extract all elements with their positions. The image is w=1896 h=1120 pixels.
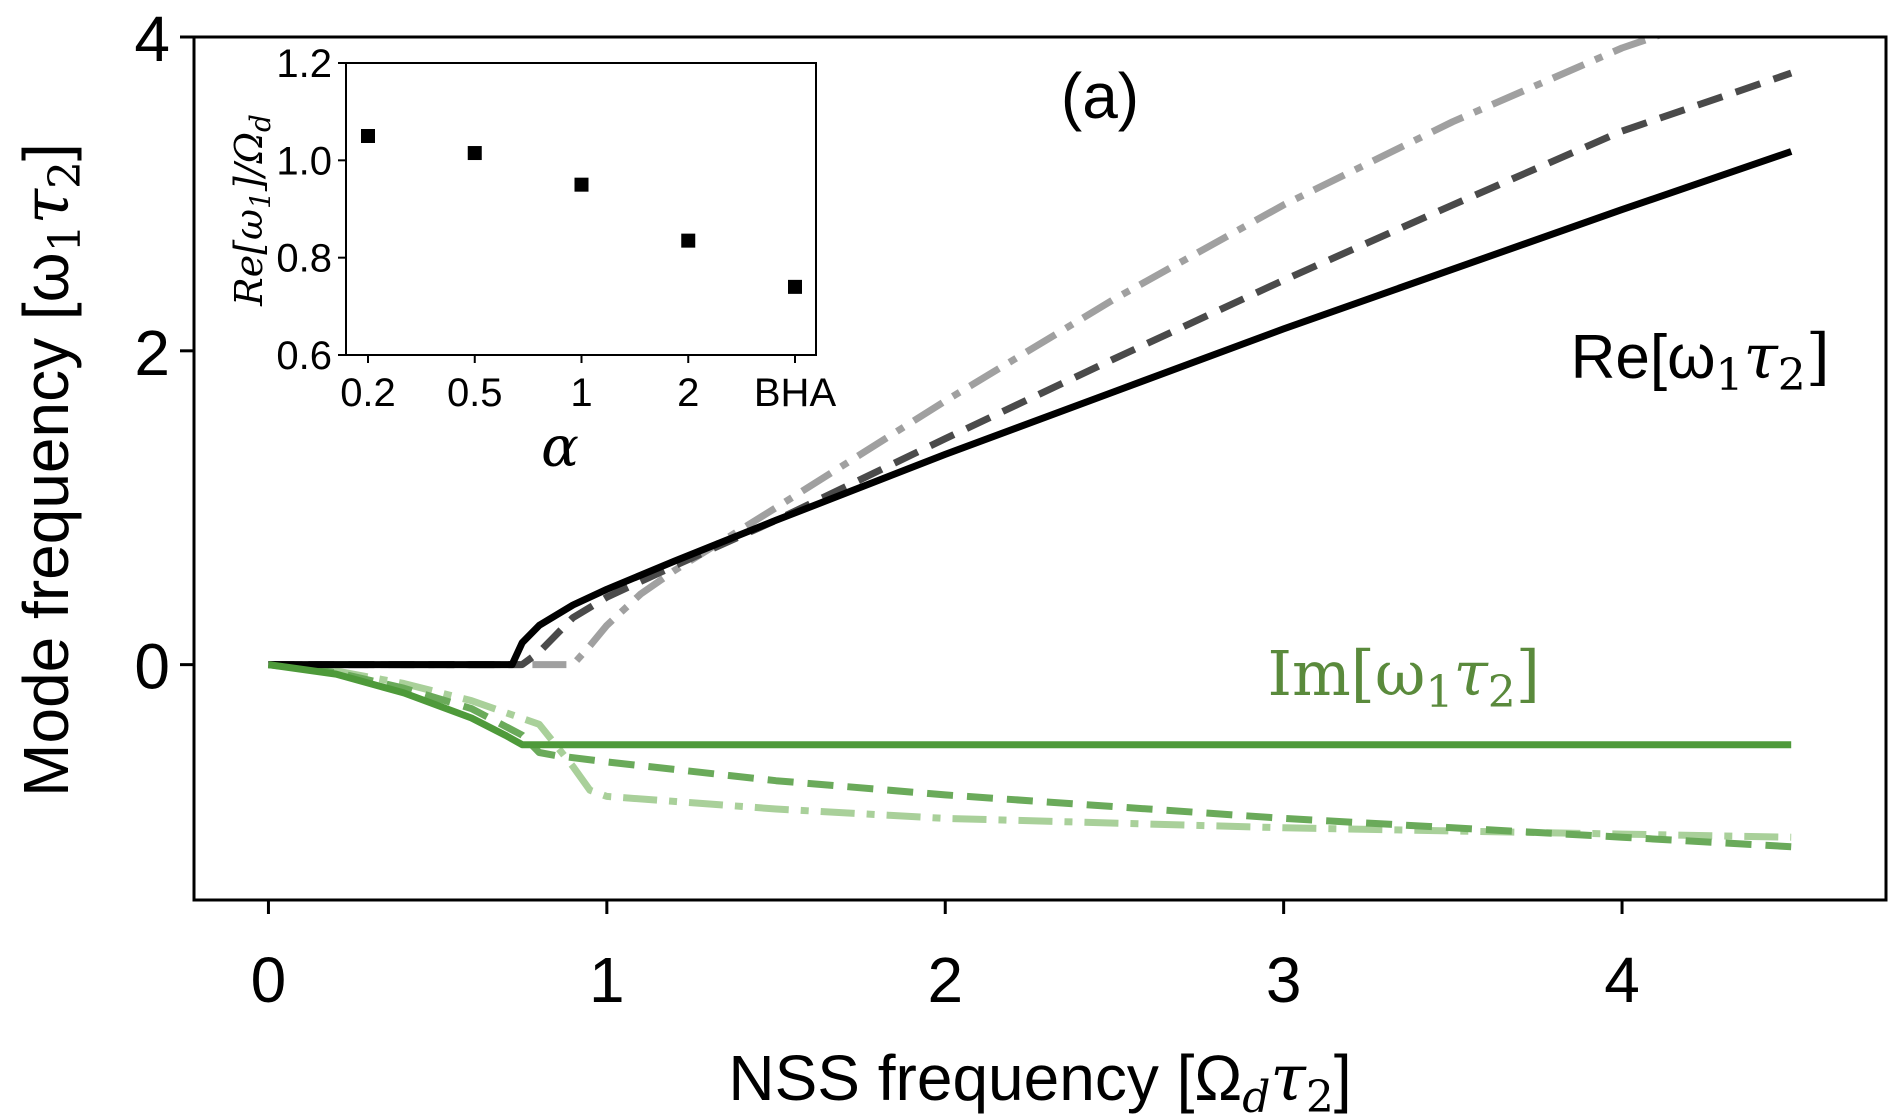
re-annotation-sub: 1: [1715, 350, 1743, 401]
inset-x-tick-label: BHA: [754, 371, 837, 415]
inset-point-1: [574, 177, 589, 192]
main-plot-frame: [192, 35, 1888, 902]
im-annotation: Im[ω1τ2]: [1267, 637, 1540, 718]
inset-y-tick-label: 0.6: [276, 334, 332, 378]
x-tick-label: 0: [251, 944, 287, 1016]
main-x-axis-label: NSS frequency [Ωdτ2]: [728, 1042, 1351, 1120]
y-label-text: Mode frequency [ω: [10, 252, 82, 796]
inset-x-tick-label: 2: [677, 371, 699, 415]
x-label-text: NSS frequency [Ω: [728, 1042, 1242, 1114]
series-line-re-dashed: [268, 69, 1793, 669]
main-series-group: [267, 37, 1793, 851]
inset-y-tick-label: 1.0: [276, 139, 332, 183]
inset-x-axis: 0.2 0.5 1 2 BHA: [340, 355, 836, 415]
y-tick-label: 4: [134, 3, 170, 75]
series-line-re-solid: [268, 148, 1793, 669]
x-tick-label: 4: [1604, 944, 1640, 1016]
panel-label: (a): [1061, 60, 1139, 132]
inset-y-axis-label: Re[ω1]/Ωd: [227, 114, 277, 307]
inset-y-tick-label: 0.8: [276, 237, 332, 281]
x-tick-label: 3: [1266, 944, 1302, 1016]
im-annotation-close: ]: [1516, 637, 1540, 710]
inset-point-0-5: [467, 146, 482, 161]
x-tick-label: 2: [927, 944, 963, 1016]
re-annotation-text: Re[ω: [1571, 323, 1716, 392]
x-label-close: ]: [1334, 1042, 1352, 1114]
main-x-axis: 0 1 2 3 4: [251, 900, 1640, 1016]
x-label-sub: d: [1242, 1072, 1270, 1120]
re-annotation-close: ]: [1806, 320, 1830, 393]
y-label-tau-sub: 2: [40, 161, 91, 189]
inset-y-tick-label: 1.2: [276, 42, 332, 86]
re-annotation: Re[ω1τ2]: [1571, 320, 1830, 401]
inset-point-bha: [788, 279, 802, 294]
im-annotation-sub: 1: [1425, 667, 1453, 718]
inset-x-tick-label: 0.5: [447, 371, 503, 415]
x-label-tau: τ: [1270, 1042, 1307, 1116]
inset-x-tick-label: 1: [570, 371, 592, 415]
inset-point-0-2: [361, 129, 375, 143]
inset-point-2: [681, 233, 696, 248]
inset-frame: [345, 62, 817, 356]
main-y-axis: 0 2 4: [134, 3, 194, 703]
re-annotation-tau: τ: [1743, 320, 1779, 393]
y-label-close: ]: [10, 143, 82, 161]
main-y-axis-label: Mode frequency [ω1τ2]: [10, 143, 91, 797]
re-annotation-tau-sub: 2: [1778, 350, 1806, 401]
x-label-tau-sub: 2: [1306, 1072, 1334, 1120]
inset-y-label-sub: 1: [244, 191, 277, 209]
inset-points: [361, 129, 802, 294]
im-annotation-tau-sub: 2: [1488, 667, 1516, 718]
series-line-im-solid: [267, 661, 1792, 749]
y-label-tau: τ: [10, 187, 84, 224]
inset-y-axis: 0.6 0.8 1.0 1.2: [276, 42, 346, 378]
inset-y-label-tail: ]/Ω: [227, 132, 271, 192]
y-label-sub: 1: [40, 224, 91, 252]
series-line-im-dash-dot: [268, 661, 1792, 841]
y-tick-label: 2: [134, 317, 170, 389]
inset-y-label-tail-sub: d: [244, 114, 277, 132]
im-annotation-tau: τ: [1453, 637, 1489, 710]
x-tick-label: 1: [589, 944, 625, 1016]
inset-x-tick-label: 0.2: [340, 371, 396, 415]
series-line-re-dash-dot: [268, 37, 1665, 669]
im-annotation-text: Im[ω: [1267, 637, 1425, 710]
inset-x-axis-label: α: [541, 415, 579, 480]
series-line-im-dashed: [267, 661, 1792, 851]
inset-y-label-text: Re[ω: [227, 209, 271, 307]
y-tick-label: 0: [134, 631, 170, 703]
